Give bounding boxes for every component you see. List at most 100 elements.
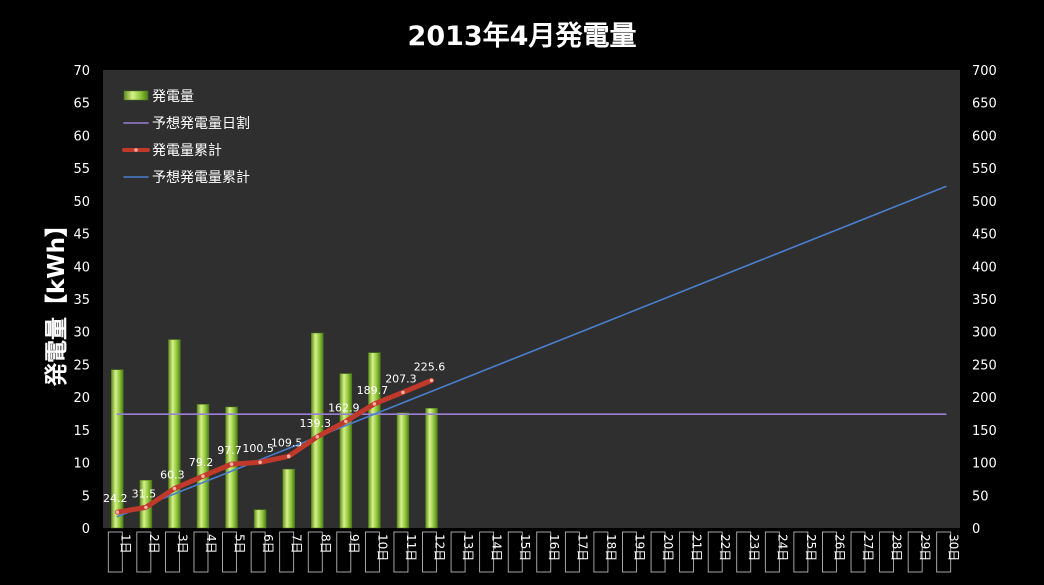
cumulative-data-label: 100.5 (242, 442, 274, 455)
right-tick-label: 350 (972, 293, 997, 308)
x-tick-box (907, 531, 923, 573)
bar (111, 369, 124, 529)
left-tick-label: 50 (73, 195, 90, 210)
right-tick-label: 500 (972, 195, 997, 210)
legend-entry: 予想発電量累計 (152, 170, 250, 186)
x-tick-label: 11日 (404, 534, 418, 561)
x-tick-box (593, 531, 609, 573)
right-tick-label: 100 (972, 457, 997, 472)
bar (282, 468, 295, 529)
right-tick-label: 550 (972, 162, 997, 177)
cumulative-point (429, 378, 434, 383)
right-tick-label: 650 (972, 97, 997, 112)
x-tick-label: 23日 (747, 534, 761, 561)
left-tick-label: 40 (73, 260, 90, 275)
left-tick-label: 70 (73, 64, 90, 79)
x-tick-box (364, 531, 380, 573)
x-tick-box (336, 531, 352, 573)
x-tick-label: 16日 (547, 534, 561, 561)
x-tick-label: 8日 (318, 534, 332, 554)
x-tick-box (564, 531, 580, 573)
x-tick-label: 26日 (832, 534, 846, 561)
legend-entry: 発電量累計 (152, 143, 222, 159)
x-tick-label: 18日 (604, 534, 618, 561)
cumulative-data-label: 139.3 (300, 417, 332, 430)
left-tick-label: 30 (73, 326, 90, 341)
x-tick-box (850, 531, 866, 573)
line-series (114, 185, 947, 518)
x-tick-box (622, 531, 637, 573)
x-axis-ticks: 1日 2日 3日 4日 5日 6日 7日 8日 9日 10日 11日 12日 13日 14日 15日 16日 1… (107, 531, 961, 573)
x-tick-box (536, 531, 552, 573)
bar (396, 412, 410, 529)
right-tick-label: 700 (972, 64, 997, 79)
cumulative-point (258, 460, 262, 465)
x-tick-box (222, 531, 237, 573)
cumulative-point (286, 454, 291, 459)
x-tick-box (393, 531, 409, 573)
cumulative-data-label: 207.3 (385, 372, 417, 385)
x-tick-box (165, 531, 180, 573)
right-tick-label: 600 (972, 129, 997, 144)
x-tick-box (507, 531, 523, 573)
cumulative-data-label: 109.5 (271, 436, 303, 449)
x-tick-label: 30日 (947, 534, 961, 561)
x-tick-box (422, 531, 437, 573)
right-axis-ticks: 0 50 100 150 200 250 300 350 400 450 500 550 600 650 7… (972, 64, 997, 537)
left-tick-label: 5 (82, 489, 90, 504)
x-tick-box (107, 531, 123, 573)
cumulative-data-label: 60.3 (160, 469, 185, 482)
left-tick-label: 10 (73, 457, 90, 472)
bar (168, 339, 181, 529)
chart-title: 2013年4月発電量 (408, 20, 637, 52)
bar (196, 404, 210, 529)
x-tick-box (450, 531, 466, 573)
x-tick-box (307, 531, 323, 573)
x-tick-label: 4日 (204, 534, 218, 554)
left-tick-label: 0 (82, 522, 90, 537)
legend-entry: 予想発電量日割 (152, 115, 250, 132)
cumulative-data-label: 189.7 (357, 384, 389, 397)
cumulative-point (144, 505, 148, 510)
left-tick-label: 60 (73, 129, 90, 144)
x-tick-label: 3日 (175, 534, 189, 554)
x-tick-box (250, 531, 266, 573)
series-line (114, 377, 435, 515)
x-tick-label: 5日 (233, 534, 247, 554)
x-tick-label: 29日 (918, 534, 932, 561)
x-tick-label: 20日 (661, 534, 675, 561)
right-tick-label: 400 (972, 260, 997, 275)
x-tick-label: 9日 (347, 534, 361, 554)
x-tick-box (193, 531, 209, 573)
x-tick-label: 28日 (890, 534, 904, 561)
plot-area (103, 70, 960, 528)
bar (368, 352, 381, 529)
right-tick-label: 0 (972, 522, 980, 537)
cumulative-data-label: 79.2 (189, 456, 214, 469)
x-tick-label: 25日 (804, 534, 818, 561)
x-tick-box (822, 531, 837, 573)
cumulative-point (344, 419, 348, 424)
x-tick-label: 24日 (775, 534, 789, 561)
x-tick-label: 27日 (861, 534, 875, 561)
cumulative-data-label: 162.9 (328, 401, 360, 414)
right-tick-label: 300 (972, 326, 997, 341)
left-axis-ticks: 0 5 10 15 20 25 30 35 40 45 50 55 60 65 70 (73, 64, 90, 537)
x-tick-box (136, 531, 152, 573)
x-tick-box (707, 531, 723, 573)
cumulative-data-label: 24.2 (103, 492, 128, 505)
x-tick-label: 15日 (518, 534, 532, 561)
x-tick-label: 19日 (632, 534, 646, 561)
x-tick-label: 2日 (147, 534, 161, 554)
cumulative-point (201, 474, 205, 478)
right-tick-label: 250 (972, 358, 997, 373)
x-tick-box (679, 531, 695, 573)
left-tick-label: 20 (73, 391, 90, 406)
x-tick-box (279, 531, 295, 573)
x-tick-label: 13日 (461, 534, 475, 561)
x-tick-box (736, 531, 752, 573)
x-tick-label: 7日 (290, 534, 304, 554)
